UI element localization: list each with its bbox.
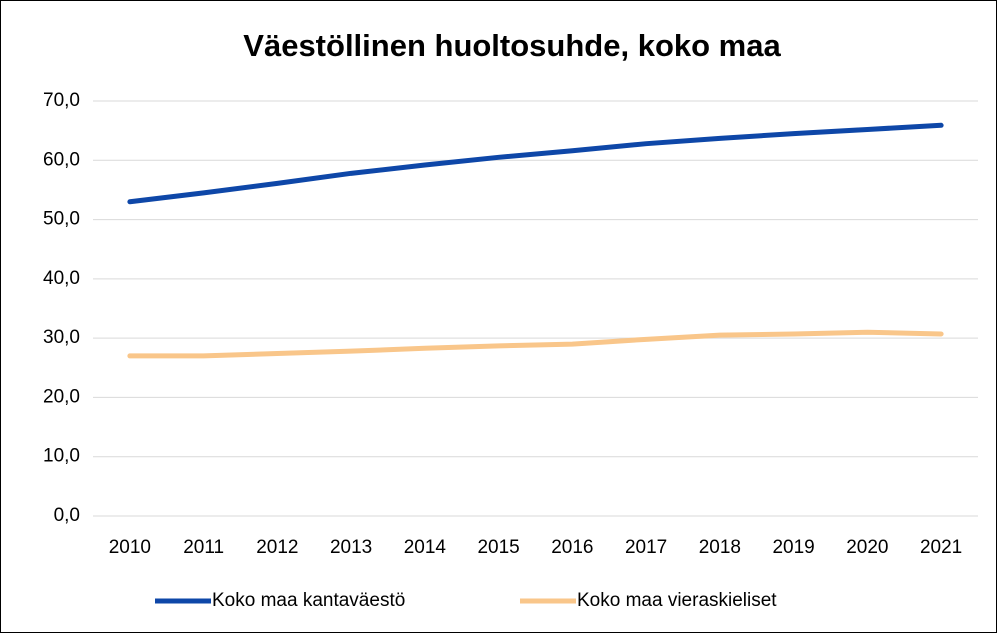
x-tick-label: 2011 [183, 537, 224, 558]
x-tick-label: 2021 [920, 537, 962, 558]
y-tick-label: 30,0 [43, 327, 80, 348]
legend-label: Koko maa vieraskieliset [577, 590, 777, 611]
x-tick-label: 2016 [551, 537, 593, 558]
chart-title: Väestöllinen huoltosuhde, koko maa [243, 28, 781, 63]
x-tick-label: 2020 [846, 537, 888, 558]
series-line [127, 329, 944, 359]
y-tick-label: 40,0 [43, 268, 80, 289]
y-tick-label: 10,0 [43, 446, 80, 467]
x-tick-label: 2015 [477, 537, 519, 558]
x-tick-label: 2017 [625, 537, 667, 558]
x-tick-label: 2014 [404, 537, 447, 558]
x-tick-label: 2018 [699, 537, 741, 558]
x-tick-label: 2019 [772, 537, 814, 558]
y-tick-label: 60,0 [43, 149, 80, 170]
y-tick-label: 70,0 [43, 90, 80, 111]
legend-label: Koko maa kantaväestö [212, 590, 405, 611]
y-tick-label: 0,0 [54, 505, 80, 526]
series-line [127, 122, 944, 205]
x-tick-label: 2012 [256, 537, 298, 558]
y-tick-label: 50,0 [43, 209, 80, 230]
x-tick-label: 2010 [109, 537, 151, 558]
y-tick-label: 20,0 [43, 386, 80, 407]
x-tick-label: 2013 [330, 537, 372, 558]
